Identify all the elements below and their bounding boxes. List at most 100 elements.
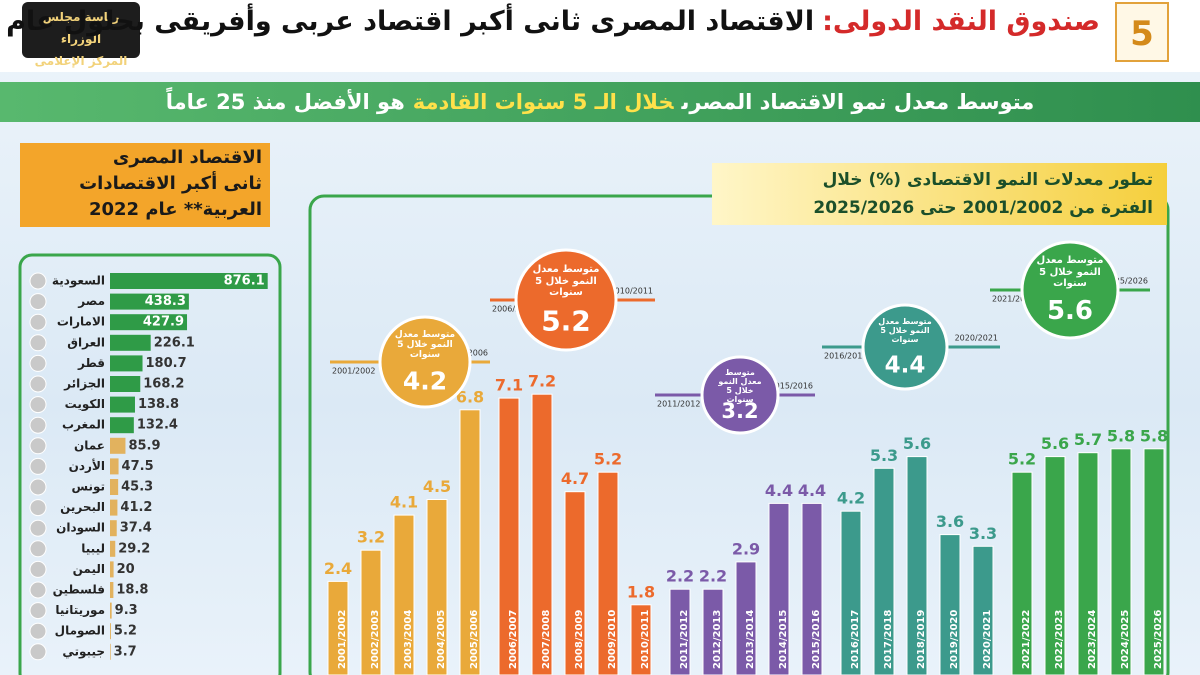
range-start: 2001/2002 <box>332 367 375 376</box>
category-label: 2008/2009 <box>574 610 585 669</box>
category-label: تونس <box>72 480 106 495</box>
bar <box>110 561 114 578</box>
value-label: 4.1 <box>390 493 418 512</box>
value-label: 47.5 <box>122 459 154 474</box>
chart-frame <box>18 253 282 675</box>
value-label: 2.2 <box>666 567 694 586</box>
value-label: 876.1 <box>224 274 265 289</box>
category-label: الصومال <box>55 624 105 639</box>
category-label: الأردن <box>69 458 105 473</box>
category-label: اليمن <box>73 562 105 576</box>
average-label: متوسط معدل النمو خلال 5 سنوات <box>1036 255 1104 290</box>
bar <box>110 602 112 619</box>
title-text: الاقتصاد المصرى ثانى أكبر اقتصاد عربى وأ… <box>0 6 815 37</box>
flag <box>29 354 47 372</box>
bar <box>459 409 481 675</box>
average-label: متوسط معدل النمو خلال 5 سنوات <box>532 264 600 298</box>
flag <box>29 478 47 496</box>
value-label: 41.2 <box>120 500 152 515</box>
flag <box>29 622 47 640</box>
bar <box>110 458 119 475</box>
category-label: 2006/2007 <box>508 610 519 669</box>
flag <box>29 643 47 661</box>
title: صندوق النقد الدولى:الاقتصاد المصرى ثانى … <box>0 6 1100 37</box>
category-label: العراق <box>67 335 105 349</box>
category-label: 2002/2003 <box>370 610 381 669</box>
value-label: 5.7 <box>1074 430 1102 449</box>
bar <box>531 393 553 675</box>
value-label: 4.4 <box>798 481 826 500</box>
left-chart-title: الاقتصاد المصرى ثانى أكبر الاقتصادات الع… <box>20 143 270 227</box>
range-start: 2006/2007 <box>492 305 535 314</box>
bar <box>110 396 135 413</box>
category-label: 2025/2026 <box>1153 610 1164 669</box>
value-label: 427.9 <box>143 315 184 330</box>
category-label: 2007/2008 <box>541 610 552 669</box>
value-label: 4.7 <box>561 469 589 488</box>
flag <box>29 293 47 311</box>
value-label: 7.1 <box>495 376 523 395</box>
bar <box>110 623 111 640</box>
value-label: 85.9 <box>128 438 160 453</box>
bar <box>360 549 382 675</box>
value-label: 4.2 <box>837 489 865 508</box>
logo-line: رئاسة مجلس الوزراء <box>42 10 120 46</box>
page-number: 5 <box>1115 2 1169 62</box>
average-value: 5.6 <box>1047 296 1093 326</box>
bar <box>110 273 268 289</box>
flag <box>29 519 47 537</box>
value-label: 5.6 <box>1041 434 1069 453</box>
value-label: 29.2 <box>118 541 150 556</box>
range-end: 2020/2021 <box>955 334 998 343</box>
average-value: 5.2 <box>541 305 591 338</box>
category-label: 2016/2017 <box>850 610 861 669</box>
value-label: 5.3 <box>870 446 898 465</box>
flag <box>29 437 47 455</box>
banner-highlight: خلال الـ 5 سنوات القادمة <box>412 90 674 114</box>
category-label: الجزائر <box>63 377 105 391</box>
average-label: متوسط معدل النمو خلال 5 سنوات <box>718 367 762 405</box>
category-label: 2005/2006 <box>469 610 480 669</box>
title-line: ثانى أكبر الاقتصادات <box>79 173 262 194</box>
value-label: 5.8 <box>1140 426 1168 445</box>
bar <box>597 471 619 675</box>
value-label: 2.2 <box>699 567 727 586</box>
category-label: قطر <box>77 356 105 370</box>
value-label: 1.8 <box>627 582 655 601</box>
flag <box>29 375 47 393</box>
bar <box>110 520 117 537</box>
bar <box>110 376 141 392</box>
category-label: 2003/2004 <box>403 610 414 669</box>
header-bar <box>0 0 1200 72</box>
range-start: 2011/2012 <box>657 400 700 409</box>
value-label: 18.8 <box>116 583 148 598</box>
average-label: متوسط معدل النمو خلال 5 سنوات <box>878 316 932 345</box>
average-value: 4.4 <box>885 352 926 378</box>
category-label: 2020/2021 <box>982 610 993 669</box>
bar <box>110 540 116 557</box>
category-label: 2021/2022 <box>1021 610 1032 669</box>
value-label: 9.3 <box>115 603 138 618</box>
flag <box>29 457 47 475</box>
flag <box>29 334 47 352</box>
value-label: 3.7 <box>114 644 137 659</box>
category-label: 2010/2011 <box>640 610 651 669</box>
value-label: 3.2 <box>357 528 385 547</box>
category-label: فلسطين <box>53 583 105 597</box>
category-label: جيبوتي <box>62 644 105 659</box>
value-label: 6.8 <box>456 387 484 406</box>
category-label: 2009/2010 <box>607 610 618 669</box>
bar <box>768 502 790 675</box>
bar <box>498 397 520 675</box>
title-line: تطور معدلات النمو الاقتصادى (%) خلال <box>822 170 1153 190</box>
title-line: العربية** عام 2022 <box>88 199 262 220</box>
bar <box>735 561 757 675</box>
category-label: 2014/2015 <box>778 610 789 669</box>
category-label: 2001/2002 <box>337 610 348 669</box>
value-label: 138.8 <box>138 397 179 412</box>
value-label: 37.4 <box>120 521 152 536</box>
category-label: 2023/2024 <box>1087 610 1098 669</box>
bar <box>840 510 862 675</box>
logo: رئاسة مجلس الوزراء المركز الإعلامى <box>22 2 140 68</box>
